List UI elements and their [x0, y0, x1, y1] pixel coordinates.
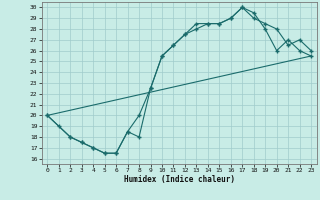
X-axis label: Humidex (Indice chaleur): Humidex (Indice chaleur) [124, 175, 235, 184]
